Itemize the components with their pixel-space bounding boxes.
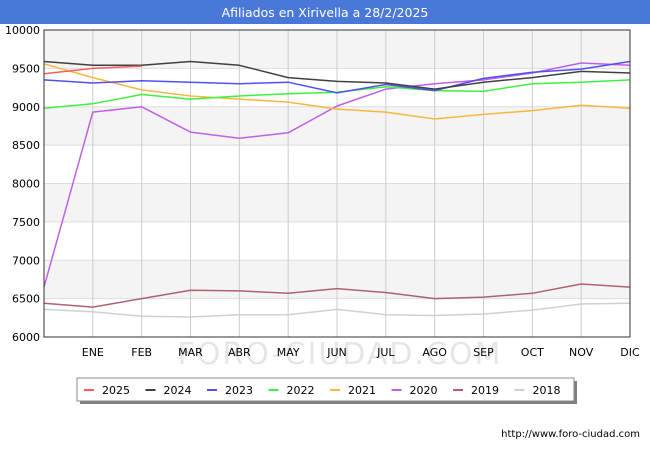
y-tick-label: 9500 [12,62,40,75]
legend: 2025 2024 2023 2022 2021 2020 2019 2018 [76,377,577,404]
legend-label-2023: 2023 [225,384,253,397]
legend-label-2020: 2020 [410,384,438,397]
series-line-2018 [43,302,631,318]
x-axis-ticks: ENE FEB MAR ABR MAY JUN JUL AGO SEP OCT NOV DIC [82,346,640,359]
legend-label-2019: 2019 [471,384,499,397]
x-tick-label: AGO [422,346,447,359]
x-tick-label: DIC [620,346,640,359]
x-tick-label: MAY [277,346,300,359]
x-tick-label: ABR [228,346,251,359]
title-bar [0,0,650,24]
legend-label-2024: 2024 [164,384,192,397]
source-text: http://www.foro-ciudad.com [501,429,640,440]
x-tick-label: MAR [178,346,203,359]
y-tick-label: 7000 [12,254,40,267]
series-line-2021 [43,63,631,120]
y-tick-label: 6500 [12,293,40,306]
series-lines [43,60,631,318]
x-tick-label: FEB [131,346,152,359]
x-tick-label: SEP [473,346,494,359]
y-axis-ticks: 6000 6500 7000 7500 8000 8500 9000 9500 10000 [5,24,40,344]
series-line-2023 [43,60,631,94]
y-tick-label: 10000 [5,24,40,37]
x-tick-label: JUL [376,346,395,359]
series-line-2024 [43,60,631,90]
series-line-2025 [43,65,142,75]
legend-label-2021: 2021 [348,384,376,397]
x-tick-label: NOV [569,346,594,359]
chart-title: Afiliados en Xirivella a 28/2/2025 [222,5,429,20]
legend-label-2022: 2022 [287,384,315,397]
legend-box [76,377,575,402]
x-tick-label: JUN [326,346,347,359]
x-tick-label: ENE [82,346,104,359]
y-tick-label: 8500 [12,139,40,152]
y-tick-label: 7500 [12,216,40,229]
series-line-2019 [43,283,631,308]
legend-label-2018: 2018 [533,384,561,397]
watermark: FORO-CIUDAD.COM [178,337,503,372]
y-tick-label: 6000 [12,331,40,344]
series-line-2020 [43,62,631,288]
x-tick-label: OCT [521,346,544,359]
y-tick-label: 8000 [12,178,40,191]
legend-label-2025: 2025 [102,384,130,397]
plot-frame [43,29,631,338]
y-tick-label: 9000 [12,101,40,114]
